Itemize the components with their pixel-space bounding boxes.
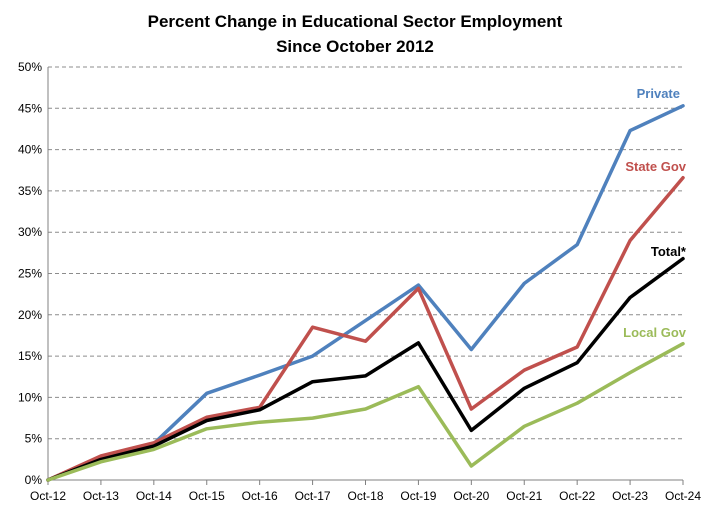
x-tick-label: Oct-12 xyxy=(30,489,66,503)
chart-title-line-2: Since October 2012 xyxy=(276,37,434,56)
y-tick-label: 5% xyxy=(25,432,43,446)
series-label: Private xyxy=(637,86,680,101)
y-tick-label: 40% xyxy=(18,143,42,157)
x-tick-label: Oct-21 xyxy=(506,489,542,503)
series-lines xyxy=(46,104,685,482)
x-tick-label: Oct-16 xyxy=(242,489,278,503)
y-tick-label: 25% xyxy=(18,267,42,281)
series-line-state-gov xyxy=(46,175,685,482)
y-tick-label: 15% xyxy=(18,349,42,363)
x-tick-label: Oct-19 xyxy=(400,489,436,503)
x-tick-label: Oct-13 xyxy=(83,489,119,503)
x-tick-label: Oct-18 xyxy=(347,489,383,503)
y-tick-label: 0% xyxy=(25,473,43,487)
x-tick-label: Oct-15 xyxy=(189,489,225,503)
x-tick-label: Oct-22 xyxy=(559,489,595,503)
y-tick-label: 10% xyxy=(18,390,42,404)
y-tick-label: 20% xyxy=(18,308,42,322)
axes: 0% 5% 10% 15% 20% 25% 30% 35% 40% 45% 50% Oct-12 Oct… xyxy=(18,60,701,503)
y-tick-label: 45% xyxy=(18,101,42,115)
series-line-private xyxy=(46,104,685,482)
series-label: State Gov xyxy=(625,159,686,174)
x-tick-label: Oct-20 xyxy=(453,489,489,503)
x-tick-label: Oct-23 xyxy=(612,489,648,503)
series-line-local-gov xyxy=(46,341,685,482)
x-tick-label: Oct-17 xyxy=(295,489,331,503)
series-label: Total* xyxy=(651,244,687,259)
y-tick-label: 30% xyxy=(18,225,42,239)
series-labels: Private State Gov Total* Local Gov xyxy=(623,86,687,340)
gridlines xyxy=(48,66,683,440)
x-tick-label: Oct-24 xyxy=(665,489,701,503)
y-tick-label: 50% xyxy=(18,60,42,74)
x-tick-label: Oct-14 xyxy=(136,489,172,503)
y-tick-label: 35% xyxy=(18,184,42,198)
chart-title-line-1: Percent Change in Educational Sector Emp… xyxy=(148,12,563,31)
series-line-total xyxy=(46,256,685,482)
series-label: Local Gov xyxy=(623,325,687,340)
